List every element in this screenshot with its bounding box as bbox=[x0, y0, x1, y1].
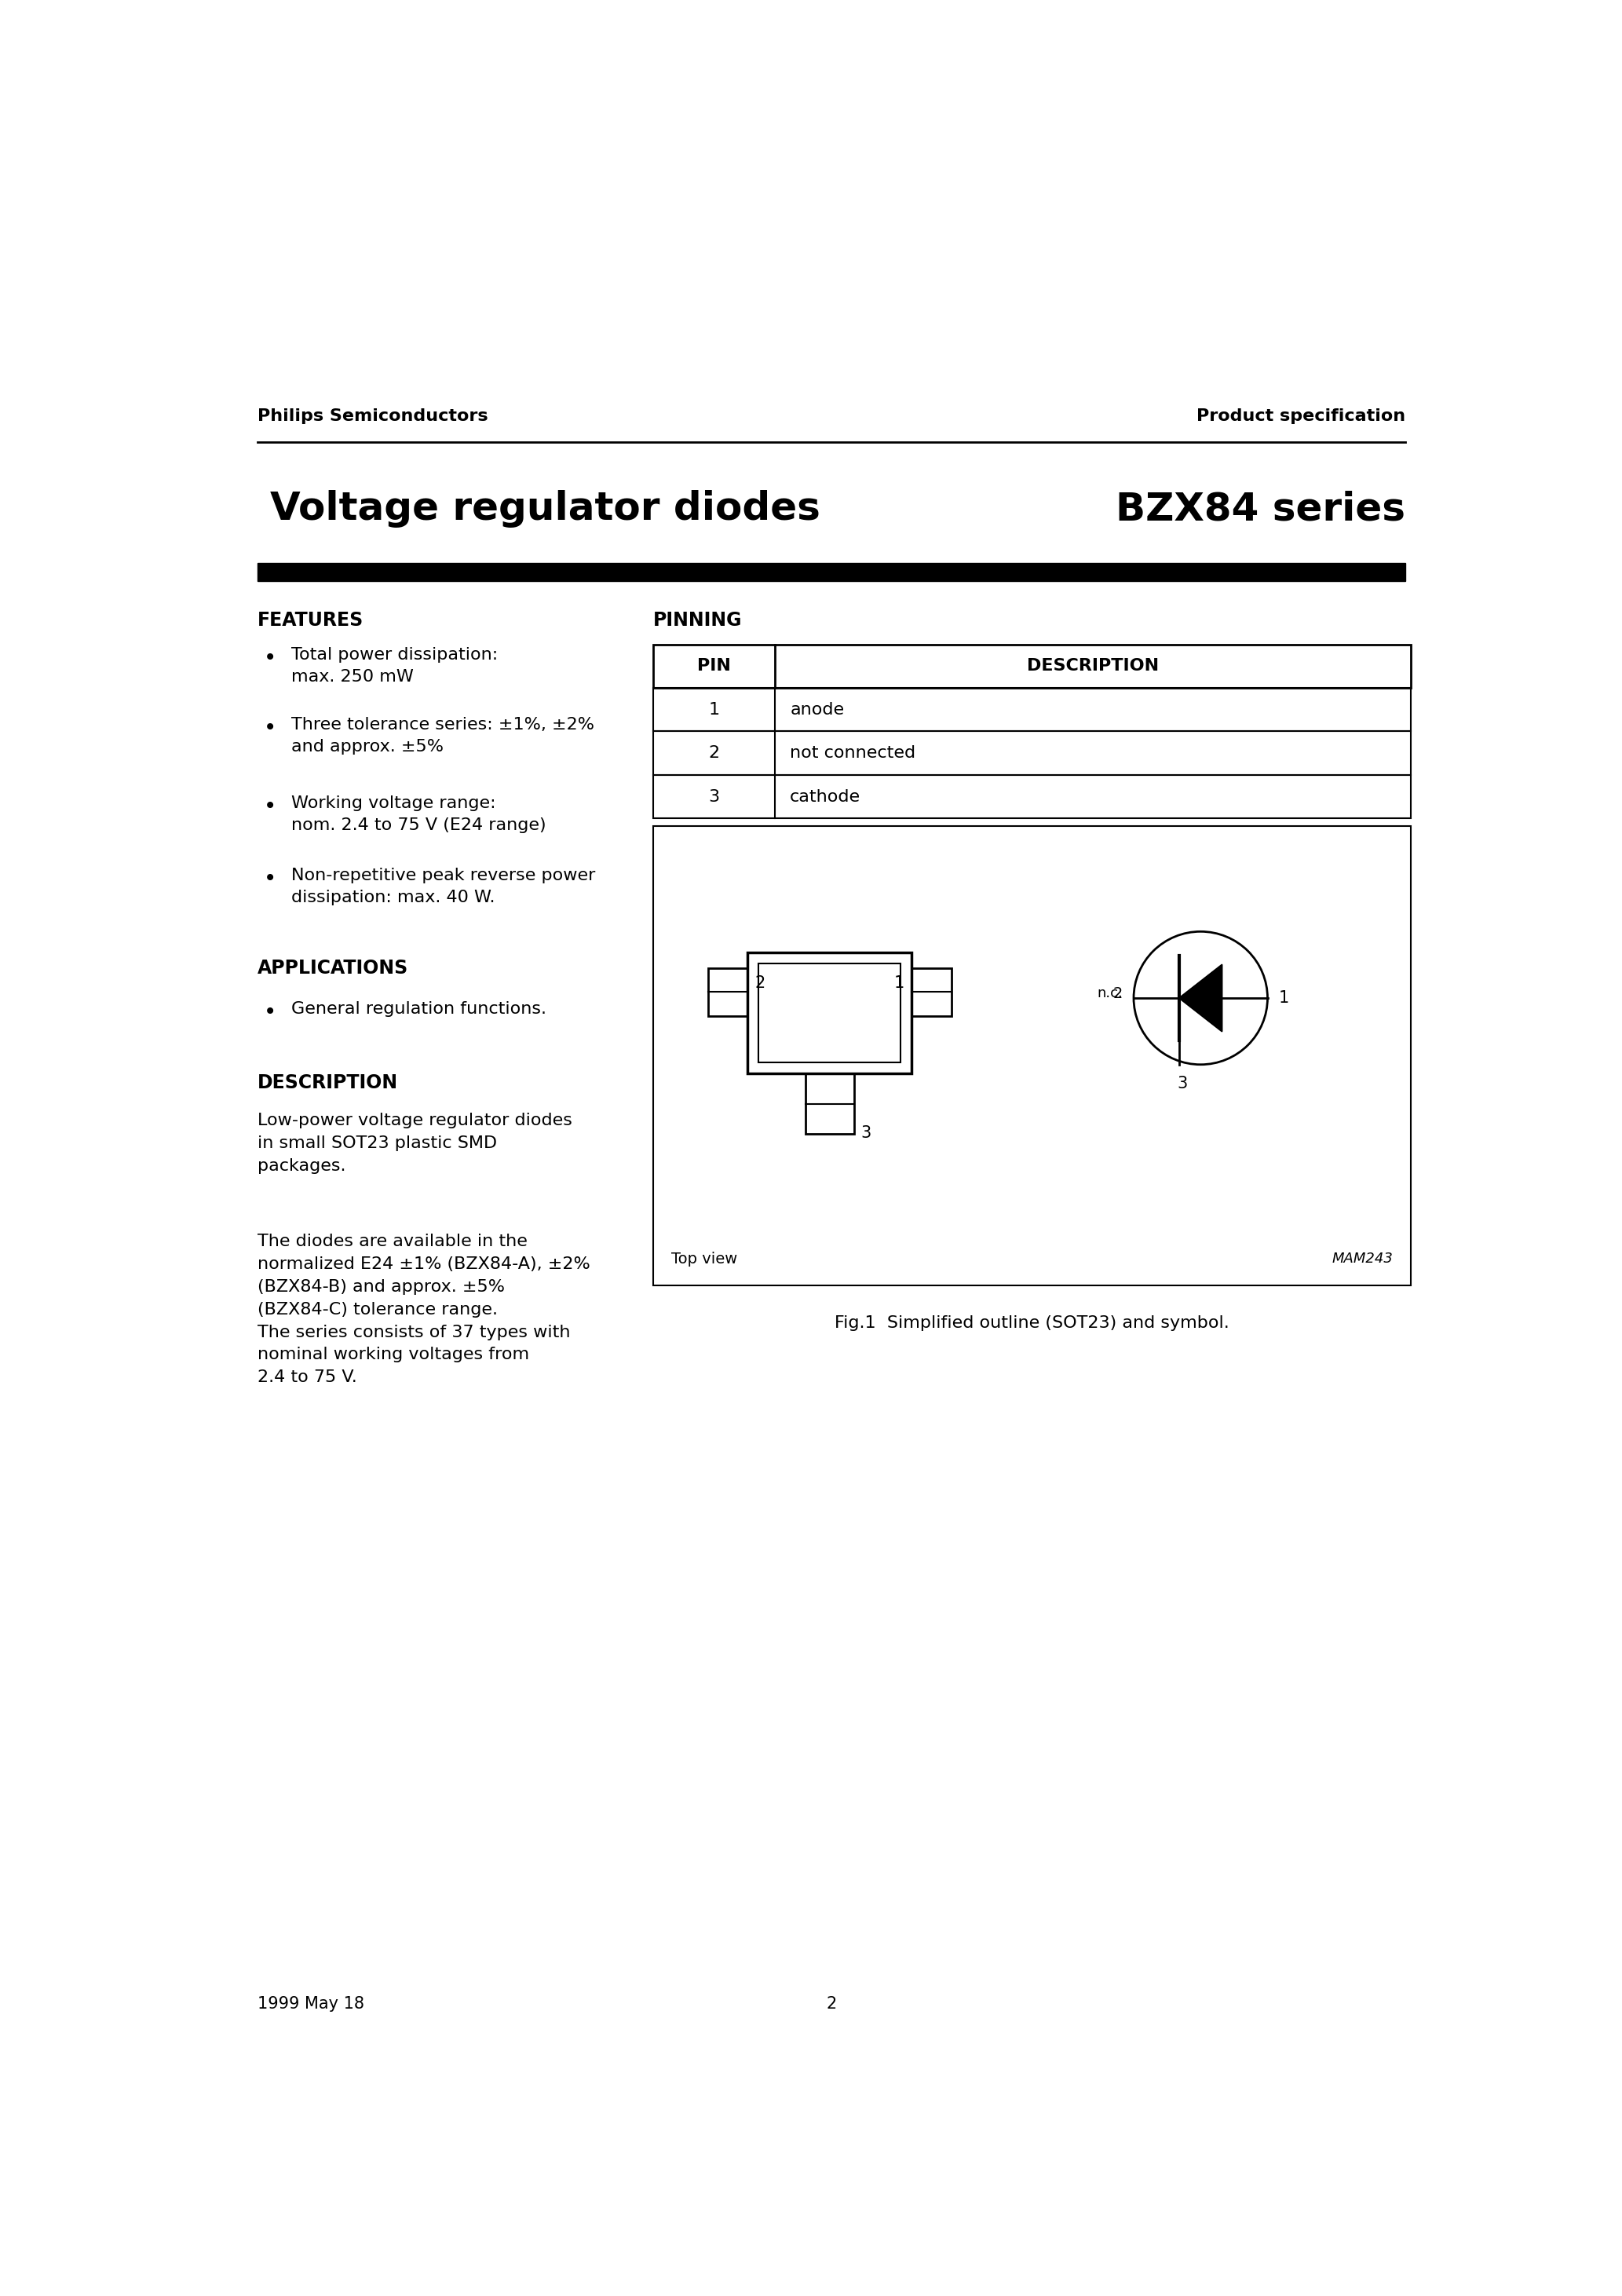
Text: Philips Semiconductors: Philips Semiconductors bbox=[258, 409, 488, 425]
Text: FEATURES: FEATURES bbox=[258, 611, 363, 629]
Text: Product specification: Product specification bbox=[1195, 409, 1405, 425]
Bar bbox=[654, 776, 1411, 817]
Text: Total power dissipation:
max. 250 mW: Total power dissipation: max. 250 mW bbox=[290, 647, 498, 684]
Text: The diodes are available in the
normalized E24 ±1% (BZX84-A), ±2%
(BZX84-B) and : The diodes are available in the normaliz… bbox=[258, 1233, 590, 1384]
Text: DESCRIPTION: DESCRIPTION bbox=[258, 1075, 397, 1093]
Text: BZX84 series: BZX84 series bbox=[1116, 489, 1405, 528]
Text: APPLICATIONS: APPLICATIONS bbox=[258, 960, 409, 978]
Bar bbox=[654, 827, 1411, 1286]
Text: Non-repetitive peak reverse power
dissipation: max. 40 W.: Non-repetitive peak reverse power dissip… bbox=[290, 868, 595, 905]
Text: Low-power voltage regulator diodes
in small SOT23 plastic SMD
packages.: Low-power voltage regulator diodes in sm… bbox=[258, 1114, 573, 1173]
Text: anode: anode bbox=[790, 703, 843, 716]
Text: cathode: cathode bbox=[790, 790, 861, 804]
Text: 1: 1 bbox=[1278, 990, 1289, 1006]
Text: 2: 2 bbox=[826, 1995, 837, 2011]
Bar bbox=[654, 732, 1411, 776]
Text: MAM243: MAM243 bbox=[1332, 1251, 1393, 1265]
Text: 2: 2 bbox=[709, 746, 720, 760]
Text: •: • bbox=[264, 716, 276, 739]
Text: 2: 2 bbox=[1113, 987, 1122, 1001]
Bar bbox=[707, 969, 748, 1017]
Text: General regulation functions.: General regulation functions. bbox=[290, 1001, 547, 1017]
Text: •: • bbox=[264, 868, 276, 891]
Text: •: • bbox=[264, 1001, 276, 1024]
Text: 3: 3 bbox=[709, 790, 720, 804]
Text: Top view: Top view bbox=[672, 1251, 738, 1267]
Polygon shape bbox=[1179, 964, 1221, 1031]
Text: DESCRIPTION: DESCRIPTION bbox=[1027, 659, 1158, 675]
Bar bbox=[654, 689, 1411, 732]
Text: •: • bbox=[264, 794, 276, 817]
Text: PIN: PIN bbox=[697, 659, 730, 675]
Text: 1999 May 18: 1999 May 18 bbox=[258, 1995, 365, 2011]
Text: Voltage regulator diodes: Voltage regulator diodes bbox=[269, 489, 821, 528]
Bar bbox=[757, 964, 900, 1063]
Text: Three tolerance series: ±1%, ±2%
and approx. ±5%: Three tolerance series: ±1%, ±2% and app… bbox=[290, 716, 594, 755]
Text: 3: 3 bbox=[1178, 1075, 1187, 1091]
Text: not connected: not connected bbox=[790, 746, 915, 760]
Text: 3: 3 bbox=[861, 1125, 871, 1141]
Bar bbox=[654, 645, 1411, 689]
Text: 1: 1 bbox=[894, 976, 905, 992]
Bar bbox=[912, 969, 950, 1017]
Text: Working voltage range:
nom. 2.4 to 75 V (E24 range): Working voltage range: nom. 2.4 to 75 V … bbox=[290, 794, 547, 833]
Text: •: • bbox=[264, 647, 276, 670]
Text: 2: 2 bbox=[754, 976, 766, 992]
Bar bbox=[748, 953, 912, 1075]
Text: 1: 1 bbox=[709, 703, 720, 716]
Bar bbox=[258, 563, 1405, 581]
Text: PINNING: PINNING bbox=[654, 611, 743, 629]
Text: n.c.: n.c. bbox=[1096, 985, 1122, 1001]
Text: Fig.1  Simplified outline (SOT23) and symbol.: Fig.1 Simplified outline (SOT23) and sym… bbox=[835, 1316, 1229, 1332]
Bar bbox=[805, 1075, 853, 1134]
